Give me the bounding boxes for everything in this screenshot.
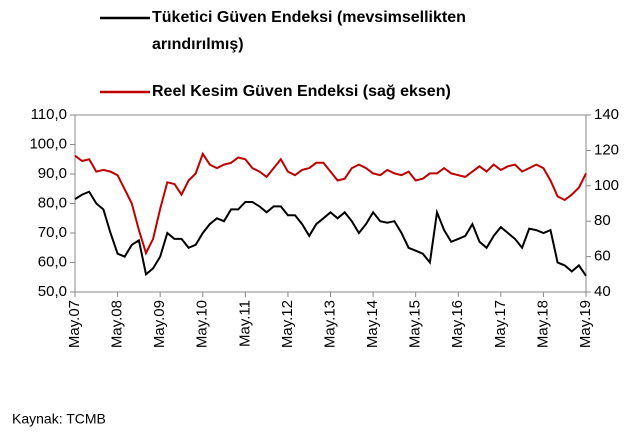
x-tick-label: May.12 xyxy=(279,300,296,348)
x-tick-label: May.14 xyxy=(364,300,381,348)
legend-label: Tüketici Güven Endeksi (mevsimsellikten xyxy=(152,9,466,26)
x-tick-label: May.09 xyxy=(151,300,168,348)
y2-tick-label: 120 xyxy=(594,141,619,158)
y2-tick-label: 60 xyxy=(594,248,611,265)
plot-frame xyxy=(74,114,587,293)
x-tick-label: May.18 xyxy=(534,300,551,348)
series-line xyxy=(74,151,587,256)
y-tick-label: 90,0 xyxy=(38,165,67,182)
x-tick-label: May.10 xyxy=(194,300,211,348)
x-tick-label: May.07 xyxy=(66,300,83,348)
series-line xyxy=(74,190,587,277)
source: Kaynak: TCMB xyxy=(12,411,106,427)
x-tick-label: May.08 xyxy=(109,300,126,348)
y-tick-label: 80,0 xyxy=(38,194,67,211)
y-tick-label: 60,0 xyxy=(38,253,67,270)
x-tick-label: May.13 xyxy=(321,300,338,348)
y2-tick-label: 100 xyxy=(594,177,619,194)
legend-label: Reel Kesim Güven Endeksi (sağ eksen) xyxy=(152,83,451,100)
x-tick-label: May.17 xyxy=(492,300,509,348)
legend-label: arındırılmış) xyxy=(152,36,244,53)
y2-tick-label: 80 xyxy=(594,212,611,229)
y2-tick-label: 40 xyxy=(594,283,611,300)
y-tick-label: 110,0 xyxy=(31,106,67,123)
x-tick-label: May.15 xyxy=(407,300,424,348)
y-tick-label: 50,0 xyxy=(38,283,67,300)
x-tick-label: May.16 xyxy=(449,300,466,348)
y-tick-label: 70,0 xyxy=(38,224,67,241)
x-tick-label: May.19 xyxy=(577,300,594,348)
y-tick-label: 100,0 xyxy=(29,135,67,152)
x-tick-label: May.11 xyxy=(236,300,253,347)
y2-tick-label: 140 xyxy=(594,106,619,123)
